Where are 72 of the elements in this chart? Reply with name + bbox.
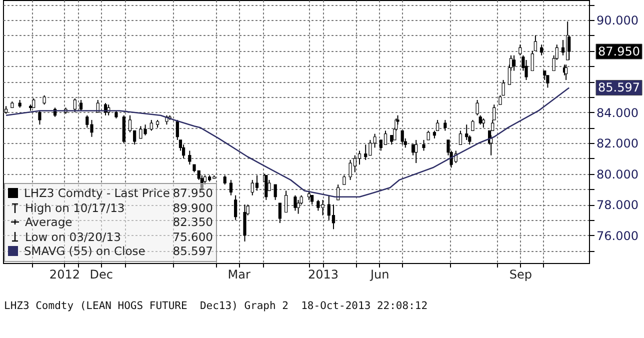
candlestick	[543, 70, 546, 80]
candlestick	[476, 99, 479, 116]
x-tick-label: Mar	[228, 268, 251, 282]
candlestick	[471, 119, 474, 132]
x-tick-label: Dec	[90, 268, 114, 282]
candlestick	[278, 202, 282, 224]
y-tick-label: 84.000	[596, 106, 638, 120]
y-tick-label: 80.000	[596, 167, 638, 182]
candlestick	[38, 110, 42, 126]
legend-label: LHZ3 Comdty - Last Price	[24, 186, 171, 200]
annotation: 82.350	[172, 215, 213, 230]
candlestick	[465, 124, 468, 140]
candlestick	[284, 190, 288, 213]
candlestick	[234, 194, 238, 220]
candlestick	[540, 44, 544, 56]
candlestick	[478, 114, 482, 126]
text: LHZ3 Comdty (LEAN HOGS FUTURE Dec13) Graph 2 18-Oct-2013 22:08:12	[4, 300, 428, 312]
x-tick-label: 2013	[308, 268, 339, 282]
candlestick	[223, 174, 226, 186]
legend-label: SMAVG (55) on Close	[24, 244, 146, 258]
candlestick	[422, 139, 426, 152]
annotation: Average	[25, 215, 74, 230]
candlestick	[530, 50, 534, 72]
candlestick	[358, 150, 362, 166]
annotation: 89.900	[172, 200, 213, 215]
candlestick	[310, 194, 314, 206]
candlestick	[426, 130, 430, 140]
candlestick	[296, 199, 300, 214]
y-tick-label: 82.000	[596, 136, 638, 151]
candlestick	[411, 144, 415, 156]
y-tick-label: 76.000	[596, 228, 638, 243]
candlestick	[79, 99, 83, 112]
candlestick	[492, 104, 496, 120]
candlestick	[384, 130, 388, 146]
text: 85.597	[598, 80, 640, 95]
y-tick-label: 90.000	[596, 13, 638, 28]
candlestick	[73, 98, 76, 113]
candlestick	[243, 204, 246, 242]
candlestick	[414, 139, 418, 164]
candlestick	[458, 130, 462, 146]
candlestick	[482, 118, 485, 128]
candlestick	[342, 174, 346, 186]
candlestick	[294, 194, 297, 212]
candlestick	[518, 44, 522, 56]
candlestick	[229, 179, 233, 196]
candlestick	[534, 34, 537, 52]
candlestick	[255, 174, 259, 192]
candlestick	[150, 119, 153, 132]
y-tick-label: 78.000	[596, 198, 638, 212]
candlestick	[444, 119, 447, 132]
candlestick	[400, 130, 404, 146]
annotation: 87.950	[172, 186, 213, 200]
text: 87.950	[598, 44, 640, 59]
annotation: High on 10/17/13	[25, 200, 126, 215]
line-series	[5, 87, 570, 198]
candlestick	[564, 64, 568, 80]
candlestick	[274, 184, 277, 200]
candlestick	[512, 54, 516, 72]
annotation: 85.597	[172, 244, 213, 258]
candlestick	[546, 74, 550, 88]
candlestick	[524, 59, 528, 80]
candlestick	[332, 204, 336, 230]
candlestick	[32, 98, 36, 108]
x-tick-label: Jun	[370, 268, 390, 282]
annotation: 75.600	[172, 230, 213, 244]
candlestick	[42, 94, 46, 106]
candlestick	[264, 174, 268, 200]
candlestick	[188, 150, 192, 166]
x-tick-label: Sep	[509, 268, 532, 282]
annotation: Low on 03/20/13	[25, 230, 122, 244]
candlestick	[307, 190, 311, 200]
x-tick-label: 2012	[49, 268, 80, 282]
